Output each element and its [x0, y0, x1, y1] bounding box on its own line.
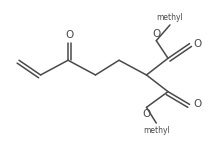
Text: O: O: [193, 99, 201, 109]
Text: O: O: [142, 109, 150, 119]
Text: O: O: [151, 29, 160, 39]
Text: O: O: [193, 39, 201, 49]
Text: O: O: [65, 30, 73, 40]
Text: methyl: methyl: [156, 13, 182, 22]
Text: methyl: methyl: [142, 126, 169, 135]
